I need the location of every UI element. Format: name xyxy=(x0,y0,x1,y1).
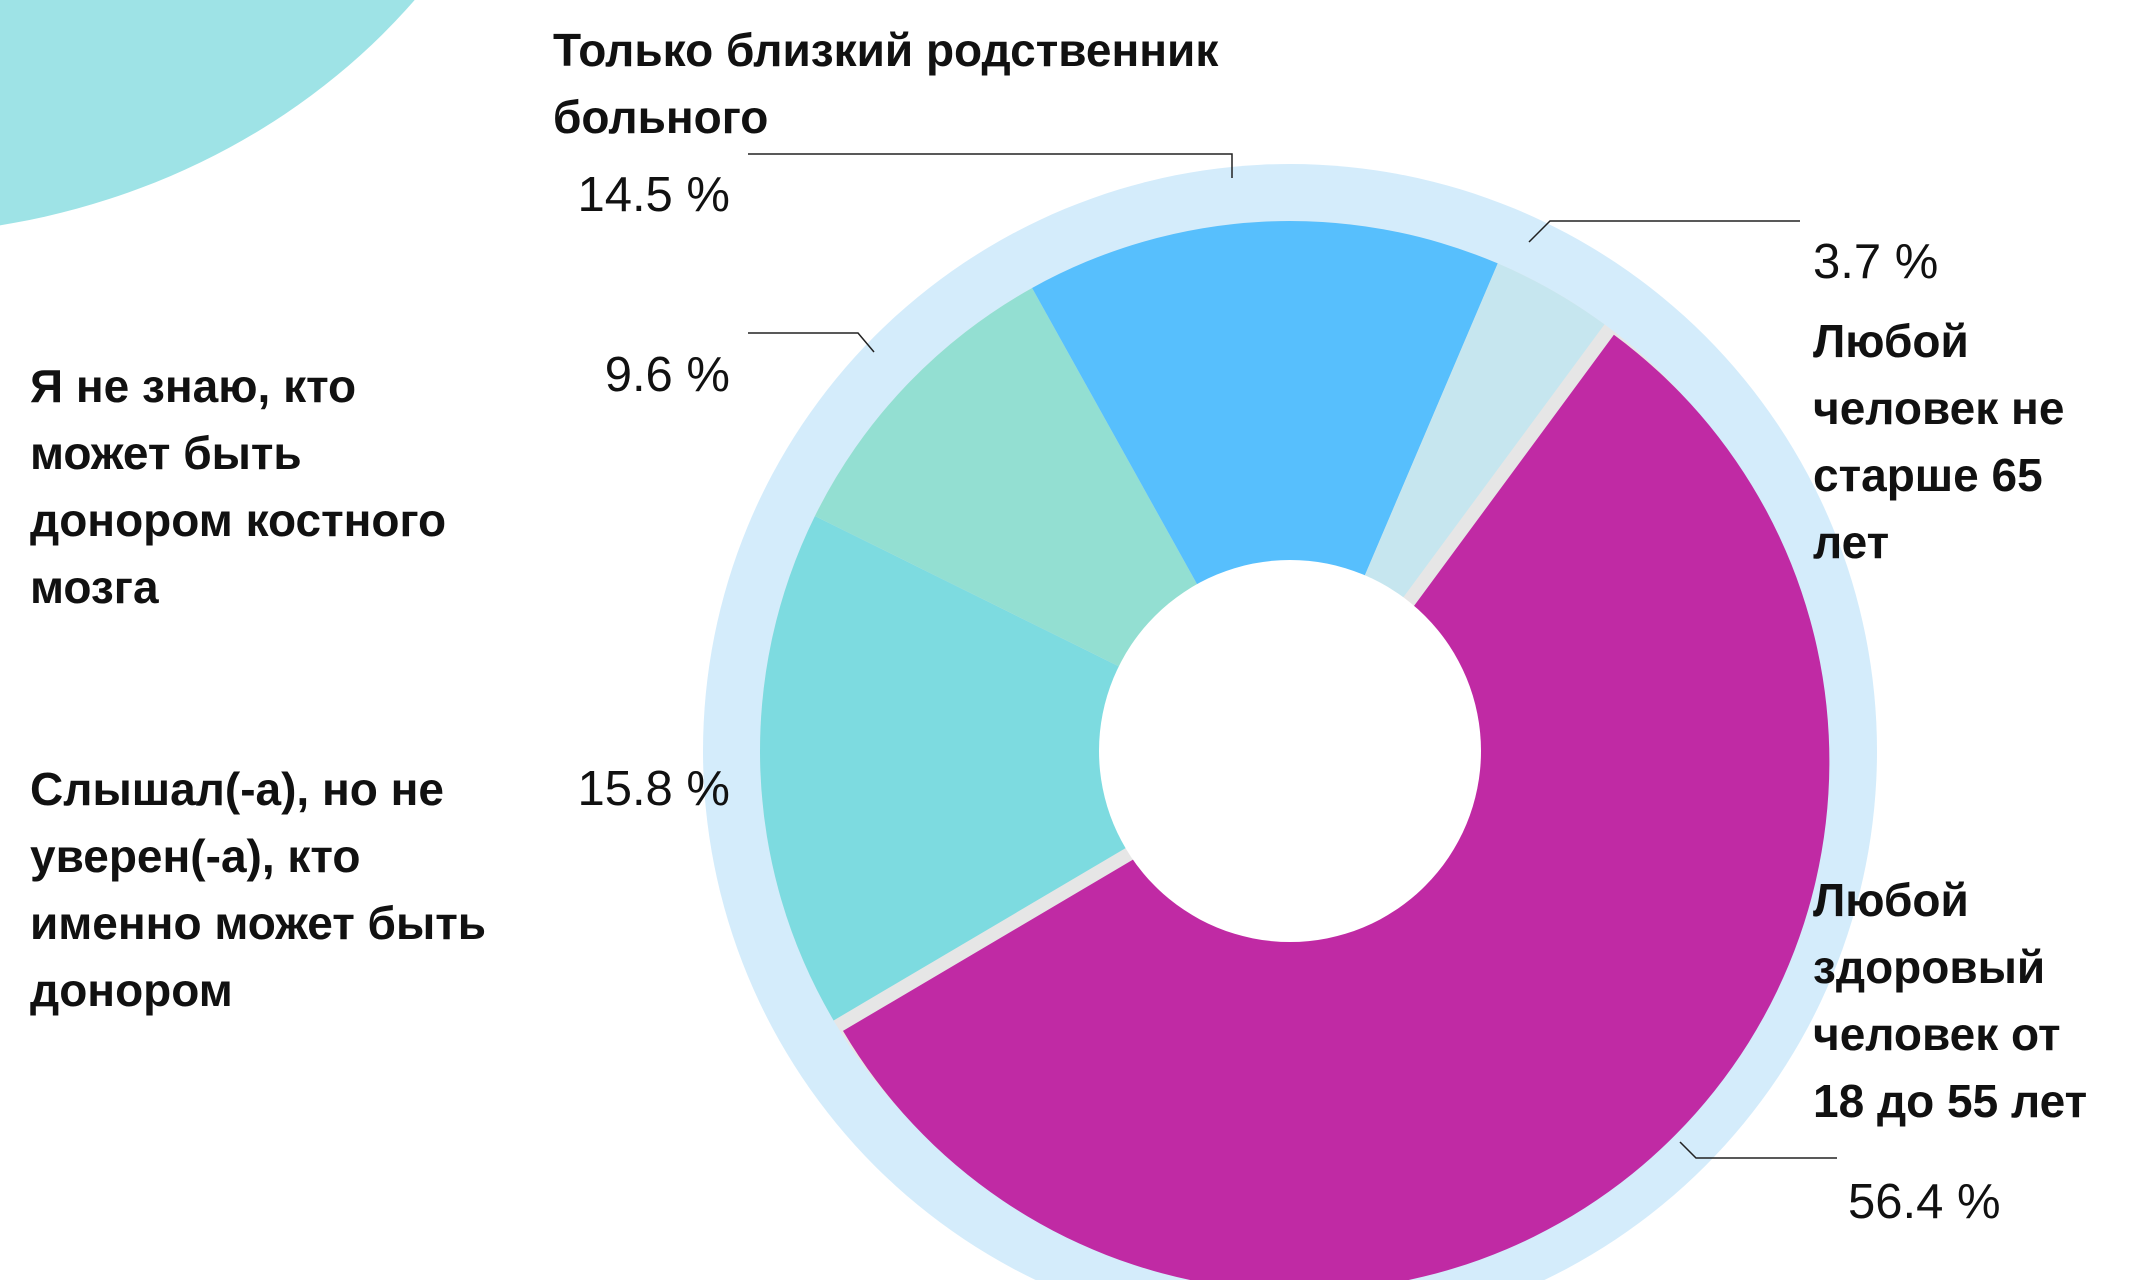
leader-line xyxy=(1528,220,1800,243)
leader-line xyxy=(1679,1141,1837,1159)
value-label: 9.6 % xyxy=(604,348,730,402)
leader-line xyxy=(748,332,875,353)
value-label: 3.7 % xyxy=(1813,235,1939,289)
category-label: Любой человек не старше 65 лет xyxy=(1813,315,2065,568)
donut-hole xyxy=(1099,560,1481,942)
category-label: Я не знаю, кто может быть донором костно… xyxy=(30,360,447,613)
decor-blob xyxy=(0,0,415,226)
leader-lines xyxy=(748,153,1837,1159)
slice xyxy=(1032,220,1498,751)
slice xyxy=(760,516,1290,1021)
value-label: 15.8 % xyxy=(577,762,730,816)
leader-line xyxy=(748,153,1233,178)
value-label: 56.4 % xyxy=(1848,1175,2001,1229)
value-label: 14.5 % xyxy=(577,168,730,222)
category-label: Любой здоровый человек от 18 до 55 лет xyxy=(1813,874,2088,1127)
category-label: Слышал(-а), но не уверен(-а), кто именно… xyxy=(30,763,487,1016)
category-label: Только близкий родственник больного xyxy=(553,24,1219,143)
